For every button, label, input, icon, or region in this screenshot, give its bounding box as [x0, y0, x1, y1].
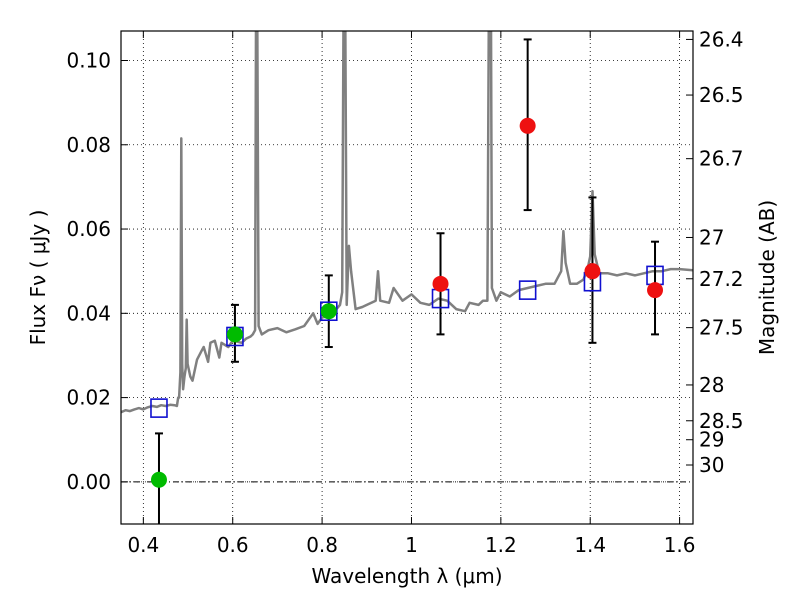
x-tick-label: 0.8 — [306, 533, 338, 557]
green-data-point — [150, 471, 167, 488]
model-point — [518, 280, 537, 300]
magnitude-tick-label: 29 — [699, 428, 724, 452]
y-tick-label: 0.08 — [66, 133, 111, 157]
y-axis-title: Flux Fν ( μJy ) — [26, 210, 50, 346]
red-data-point — [519, 117, 536, 134]
magnitude-tick-label: 28 — [699, 373, 724, 397]
magnitude-tick-label: 30 — [699, 453, 724, 477]
red-data-point — [432, 275, 449, 292]
x-tick-label: 0.6 — [217, 533, 249, 557]
red-data-point — [584, 263, 601, 280]
magnitude-tick-label: 28.5 — [699, 409, 744, 433]
magnitude-axis-title: Magnitude (AB) — [755, 200, 779, 355]
green-data-point — [320, 303, 337, 320]
magnitude-tick-label: 27 — [699, 225, 724, 249]
magnitude-tick-label: 26.7 — [699, 147, 744, 171]
model-spectrum-line — [121, 31, 693, 414]
y-axis-ticks: 0.00 0.02 0.04 0.06 0.08 0.10 — [66, 48, 128, 494]
y-tick-label: 0.04 — [66, 301, 111, 325]
data-points — [150, 38, 664, 524]
x-tick-label: 1 — [405, 533, 418, 557]
y-tick-label: 0.00 — [66, 470, 111, 494]
x-tick-label: 0.4 — [127, 533, 159, 557]
plot-frame — [120, 30, 694, 525]
y-tick-label: 0.02 — [66, 386, 111, 410]
x-tick-label: 1.4 — [574, 533, 606, 557]
plot-area — [121, 31, 693, 524]
y-tick-label: 0.06 — [66, 217, 111, 241]
x-tick-label: 1.2 — [485, 533, 517, 557]
y-tick-label: 0.10 — [66, 48, 111, 72]
x-axis-ticks: 0.4 0.6 0.8 1 1.2 1.4 1.6 — [127, 31, 696, 557]
magnitude-tick-label: 26.5 — [699, 83, 744, 107]
x-tick-label: 1.6 — [664, 533, 696, 557]
red-data-point — [647, 282, 664, 299]
x-axis-title: Wavelength λ (μm) — [311, 564, 502, 588]
green-data-point — [226, 326, 243, 343]
magnitude-tick-label: 26.4 — [699, 27, 744, 51]
model-point — [150, 398, 168, 418]
grid — [121, 31, 693, 524]
magnitude-tick-label: 27.5 — [699, 316, 744, 340]
magnitude-tick-label: 27.2 — [699, 267, 744, 291]
